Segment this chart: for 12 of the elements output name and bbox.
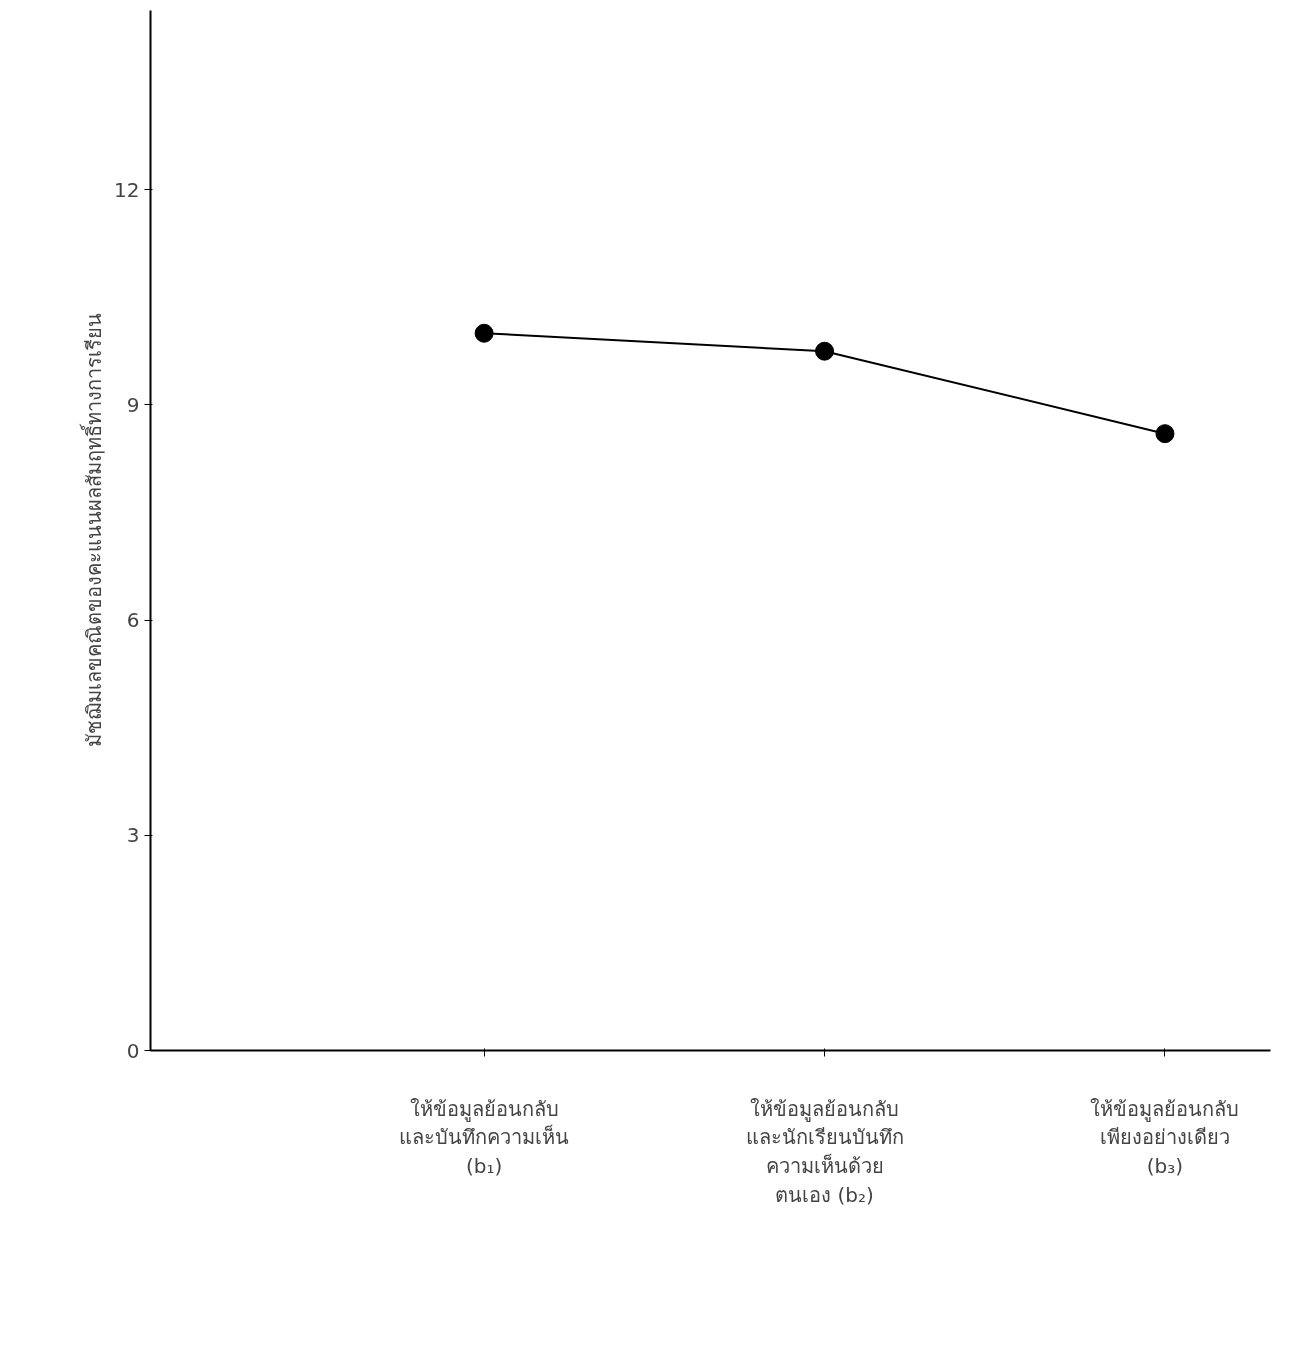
x-tick-label: ให้ข้อมูลย้อนกลับ และนักเรียนบันทึก ความเห็นด้วย ตนเอง (b₂): [745, 1096, 904, 1207]
point: [815, 341, 835, 361]
y-axis-title: มัชฌิมเลขคณิตของคะแนนผลสัมฤทธิ์ทางการเรียน: [79, 313, 107, 748]
x-tick-label: ให้ข้อมูลย้อนกลับ และบันทึกความเห็น (b₁): [399, 1096, 570, 1179]
y-tick-label: 6: [126, 608, 140, 633]
x-tick-label: ให้ข้อมูลย้อนกลับ เพียงอย่างเดียว (b₃): [1090, 1096, 1240, 1179]
y-tick-label: 3: [126, 823, 140, 848]
point: [474, 323, 494, 343]
y-tick-label: 0: [126, 1038, 140, 1063]
point: [1155, 424, 1175, 444]
y-tick-label: 9: [126, 392, 140, 417]
y-tick-label: 12: [114, 177, 140, 202]
